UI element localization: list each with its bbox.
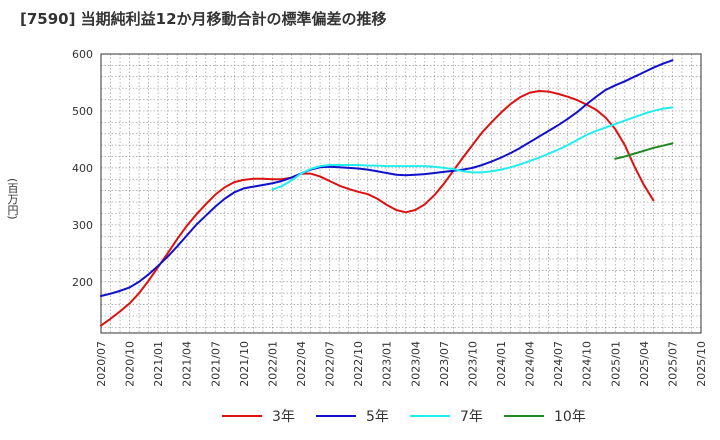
legend-swatch-3y bbox=[222, 415, 262, 417]
y-tick-labels: 200 300 400 500 600 bbox=[72, 48, 93, 289]
x-tick-label: 2021/01 bbox=[152, 341, 165, 387]
y-axis-label: (百万円) bbox=[6, 178, 19, 220]
x-tick-label: 2025/01 bbox=[609, 341, 622, 387]
legend-swatch-5y bbox=[316, 415, 356, 417]
x-tick-label: 2023/07 bbox=[438, 341, 451, 387]
legend-item-10y: 10年 bbox=[504, 406, 586, 426]
series-lines bbox=[100, 59, 674, 327]
chart-title: [7590] 当期純利益12か月移動合計の標準偏差の推移 bbox=[20, 10, 387, 28]
x-tick-label: 2025/04 bbox=[638, 341, 651, 387]
legend-label-7y: 7年 bbox=[460, 409, 483, 425]
x-tick-label: 2020/07 bbox=[95, 341, 108, 387]
axes bbox=[100, 53, 702, 334]
legend: 3年 5年 7年 10年 bbox=[0, 400, 720, 430]
x-tick-label: 2021/10 bbox=[238, 341, 251, 387]
y-tick-label: 500 bbox=[72, 105, 93, 118]
x-tick-label: 2022/04 bbox=[295, 341, 308, 387]
legend-label-5y: 5年 bbox=[366, 409, 389, 425]
legend-item-3y: 3年 bbox=[222, 406, 295, 426]
legend-item-5y: 5年 bbox=[316, 406, 389, 426]
series-line-2 bbox=[271, 106, 674, 191]
x-tick-label: 2024/01 bbox=[495, 341, 508, 387]
x-tick-label: 2024/04 bbox=[524, 341, 537, 387]
x-tick-label: 2021/07 bbox=[209, 341, 222, 387]
x-tick-label: 2025/10 bbox=[695, 341, 708, 387]
legend-label-3y: 3年 bbox=[272, 409, 295, 425]
x-tick-label: 2022/10 bbox=[352, 341, 365, 387]
x-tick-label: 2022/01 bbox=[266, 341, 279, 387]
series-line-1 bbox=[100, 59, 674, 297]
legend-swatch-10y bbox=[504, 415, 544, 417]
y-tick-label: 400 bbox=[72, 162, 93, 175]
grid bbox=[100, 53, 702, 333]
legend-swatch-7y bbox=[410, 415, 450, 417]
x-tick-label: 2021/04 bbox=[181, 341, 194, 387]
x-tick-label: 2022/07 bbox=[324, 341, 337, 387]
series-line-0 bbox=[100, 90, 655, 327]
x-tick-label: 2023/01 bbox=[381, 341, 394, 387]
x-tick-label: 2023/04 bbox=[409, 341, 422, 387]
legend-label-10y: 10年 bbox=[554, 409, 586, 425]
x-tick-label: 2025/07 bbox=[666, 341, 679, 387]
legend-item-7y: 7年 bbox=[410, 406, 483, 426]
x-tick-label: 2023/10 bbox=[466, 341, 479, 387]
plot-frame bbox=[100, 53, 702, 334]
x-tick-labels: 2020/07 2020/10 2021/01 2021/04 2021/07 2021/… bbox=[95, 341, 708, 387]
x-tick-label: 2024/07 bbox=[552, 341, 565, 387]
y-tick-label: 300 bbox=[72, 219, 93, 232]
series-line-3 bbox=[614, 142, 674, 160]
x-tick-label: 2020/10 bbox=[124, 341, 137, 387]
y-tick-label: 200 bbox=[72, 276, 93, 289]
y-tick-label: 600 bbox=[72, 48, 93, 61]
x-tick-label: 2024/10 bbox=[581, 341, 594, 387]
